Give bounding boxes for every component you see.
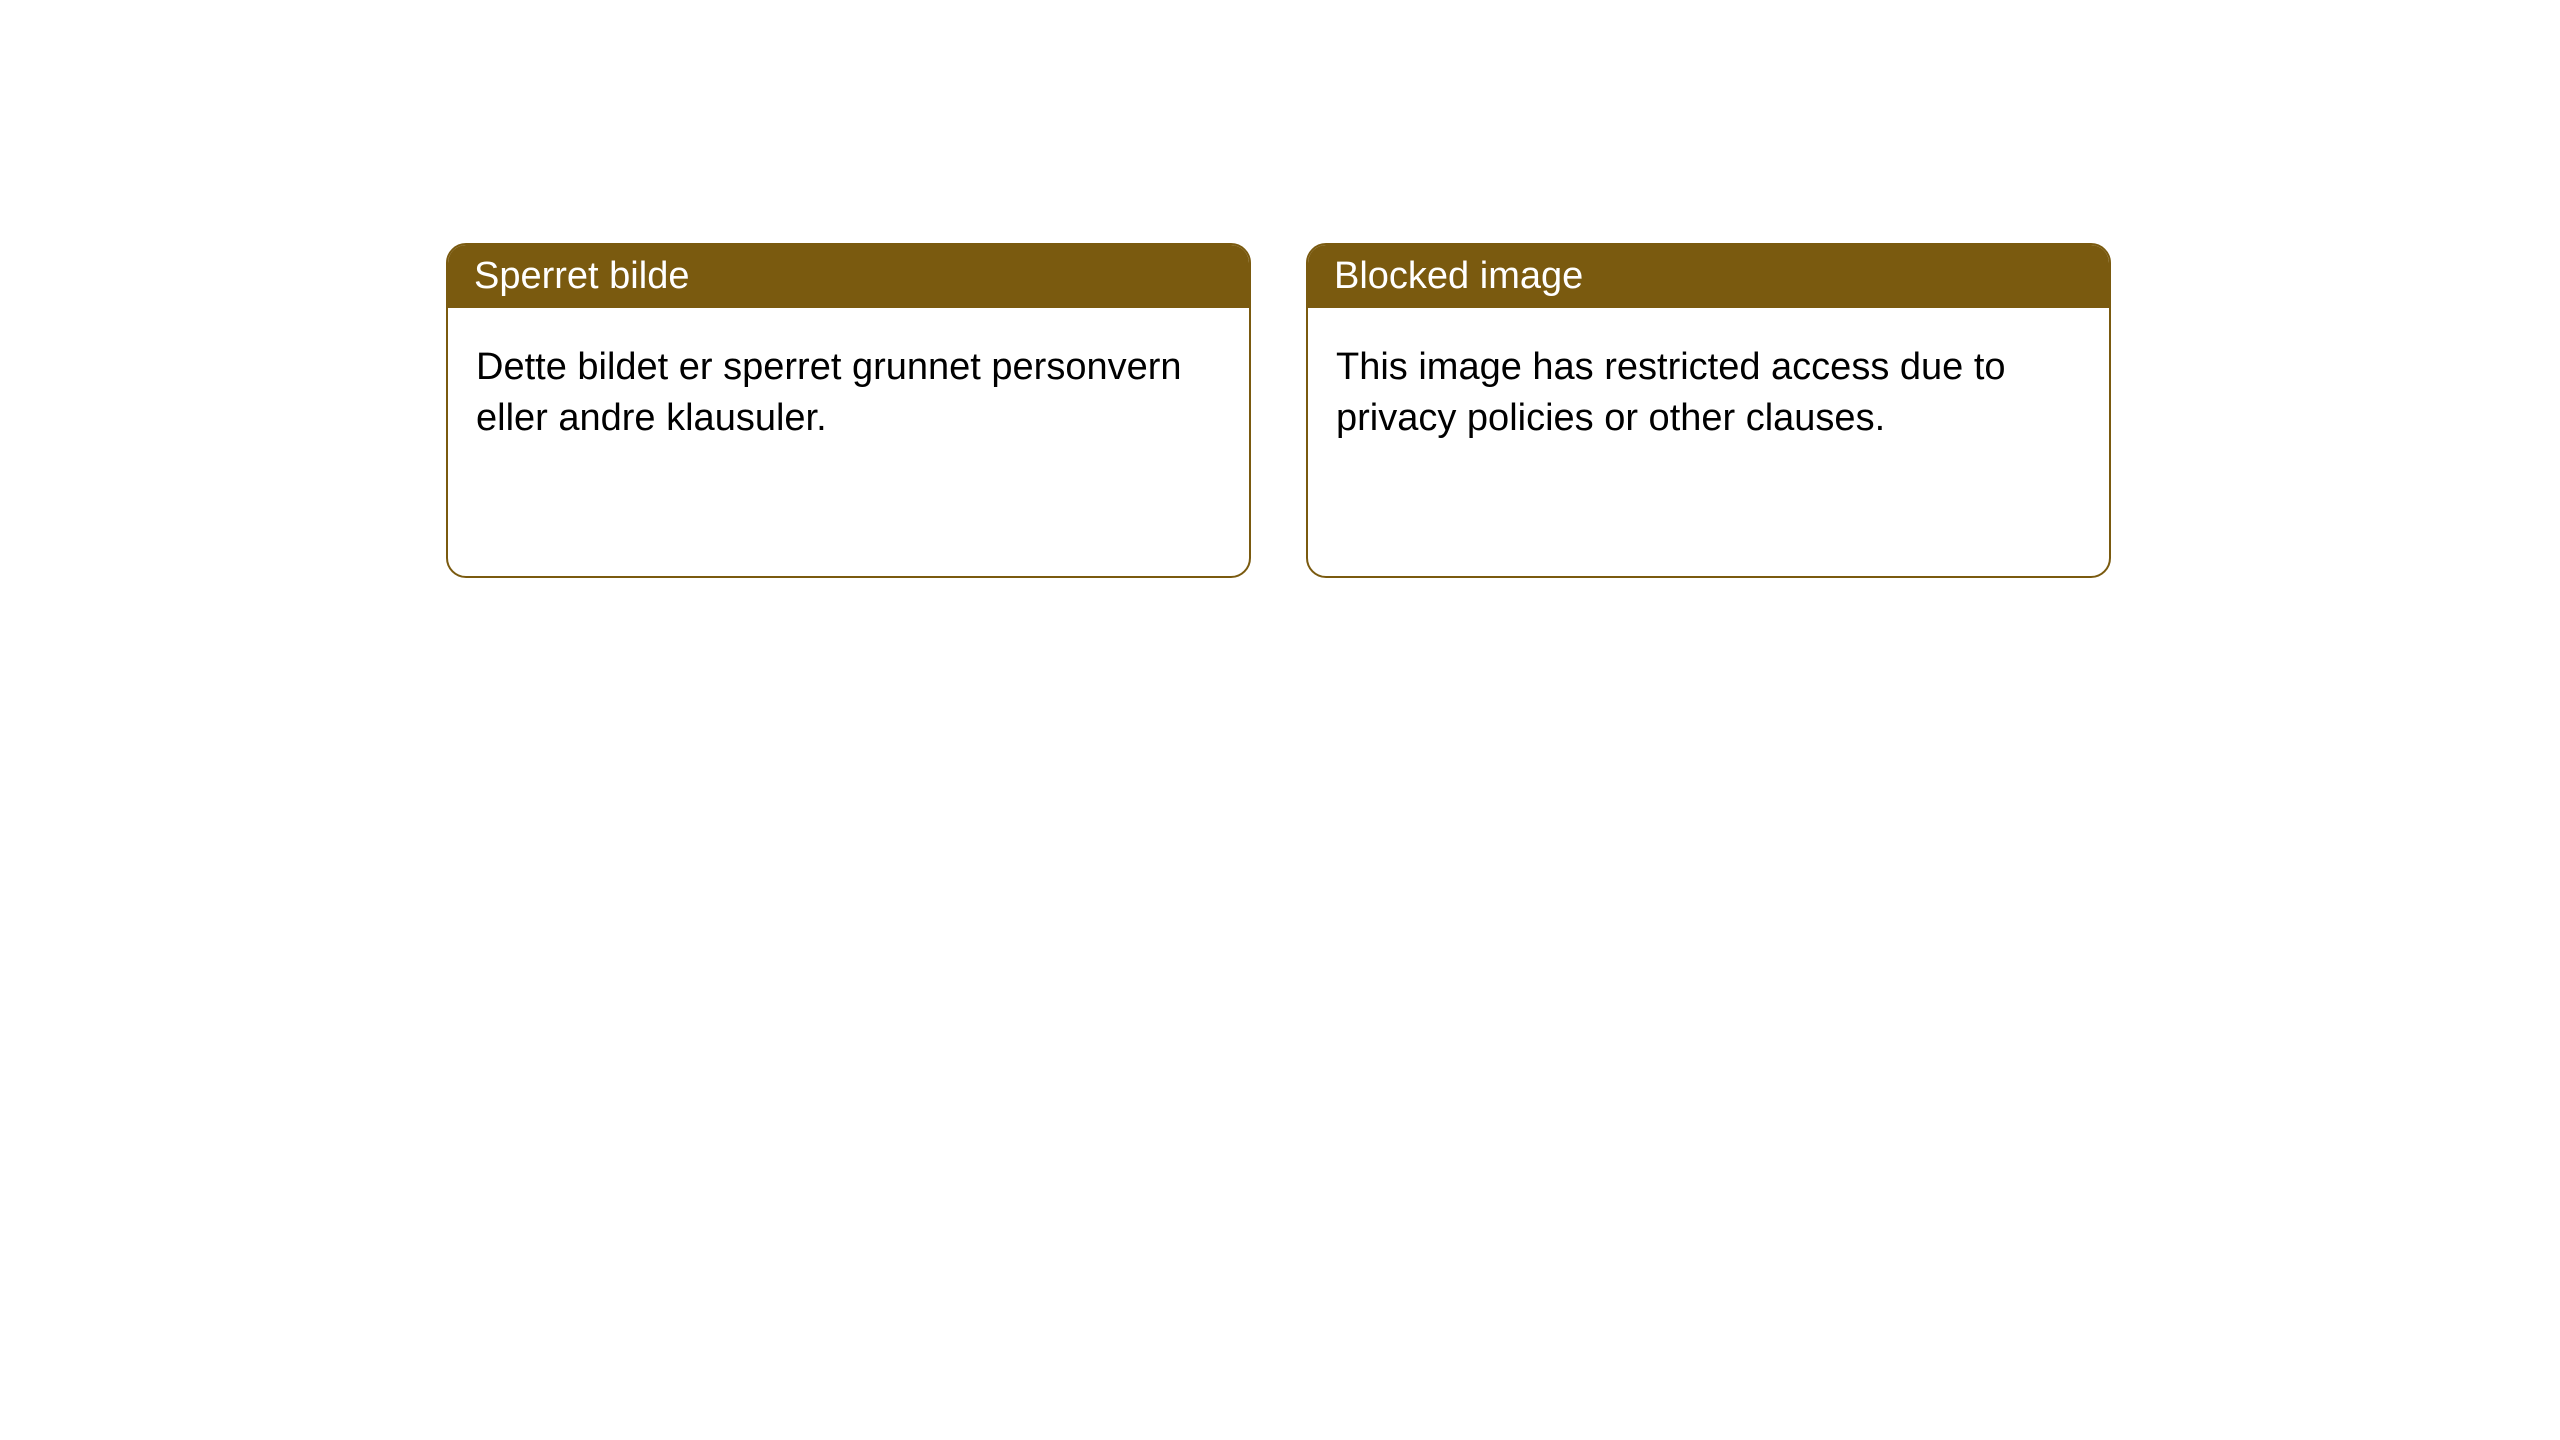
notice-card-norwegian: Sperret bilde Dette bildet er sperret gr… — [446, 243, 1251, 578]
card-text-norwegian: Dette bildet er sperret grunnet personve… — [476, 346, 1182, 439]
card-body-english: This image has restricted access due to … — [1308, 308, 2109, 479]
card-header-english: Blocked image — [1308, 245, 2109, 308]
card-body-norwegian: Dette bildet er sperret grunnet personve… — [448, 308, 1249, 479]
card-title-english: Blocked image — [1334, 255, 1583, 297]
card-text-english: This image has restricted access due to … — [1336, 346, 2006, 439]
card-title-norwegian: Sperret bilde — [474, 255, 689, 297]
notice-container: Sperret bilde Dette bildet er sperret gr… — [0, 0, 2560, 578]
notice-card-english: Blocked image This image has restricted … — [1306, 243, 2111, 578]
card-header-norwegian: Sperret bilde — [448, 245, 1249, 308]
